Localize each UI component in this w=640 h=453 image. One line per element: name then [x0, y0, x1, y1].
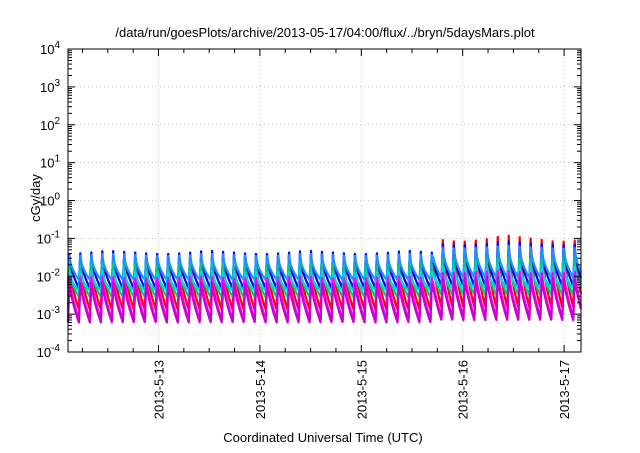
series-lines [66, 234, 583, 324]
y-tick-label: 101 [40, 154, 60, 171]
x-tick-label: 2013-5-15 [354, 360, 369, 419]
y-tick-label: 100 [40, 192, 60, 209]
x-tick-label: 2013-5-16 [456, 360, 471, 419]
y-tick-label: 10-2 [37, 267, 61, 284]
x-tick-label: 2013-5-13 [151, 360, 166, 419]
y-tick-label: 10-4 [37, 343, 61, 360]
series-line [66, 244, 582, 281]
y-tick-label: 10-3 [37, 305, 61, 322]
y-tick-label: 104 [40, 40, 60, 57]
y-tick-label: 102 [40, 116, 60, 133]
x-tick-label: 2013-5-17 [557, 360, 572, 419]
axes: 10-4 10-3 10-2 10-1 100 101 102 103 104 2013-5-13… [37, 40, 582, 419]
chart-title: /data/run/goesPlots/archive/2013-05-17/0… [115, 25, 535, 40]
series-line [66, 264, 582, 292]
series-line [66, 275, 583, 324]
y-axis-label: cGy/day [28, 174, 43, 222]
x-tick-label: 2013-5-14 [253, 360, 268, 419]
y-tick-label: 103 [40, 78, 60, 95]
y-tick-label: 10-1 [37, 229, 61, 246]
x-axis-label: Coordinated Universal Time (UTC) [223, 430, 422, 445]
